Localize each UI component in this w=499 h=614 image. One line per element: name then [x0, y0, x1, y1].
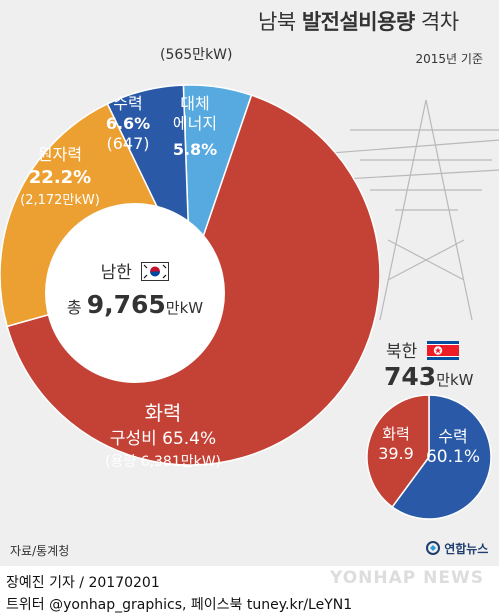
south-total-prefix: 총 — [66, 298, 87, 317]
chart-title: 남북 발전설비용량 격차 — [258, 10, 459, 34]
renewable-capacity-label: (565만kW) — [160, 47, 233, 63]
north-total-unit: 만kW — [436, 371, 474, 389]
north-korea-flag-icon — [426, 341, 459, 360]
north-name: 북한 — [386, 342, 418, 362]
south-korea-donut-chart — [0, 84, 380, 466]
brand-logo: 연합뉴스 — [426, 540, 488, 557]
hydro-label: 수력 6.6% (647) — [106, 94, 150, 154]
north-thermal-percent: 39.9 — [378, 444, 414, 463]
brand-name: 연합뉴스 — [444, 542, 489, 556]
south-name: 남한 — [100, 263, 132, 283]
nuclear-name: 원자력 — [37, 145, 83, 164]
yonhap-logo-icon — [426, 541, 440, 555]
watermark: YONHAP NEWS — [330, 568, 484, 588]
renewable-label: 대체 에너지 5.8% — [173, 94, 217, 160]
renewable-name-1: 대체 — [180, 94, 210, 113]
source-note: 자료/통계청 — [10, 544, 70, 558]
credit-line-2: 트위터 @yonhap_graphics, 페이스북 tuney.kr/LeYN… — [6, 597, 353, 613]
south-korea-flag-icon — [141, 262, 170, 281]
north-korea-pie-chart — [366, 394, 492, 520]
north-hydro-percent: 60.1% — [425, 447, 481, 467]
north-hydro-label: 수력 60.1% — [426, 427, 480, 467]
hydro-percent: 6.6% — [105, 114, 151, 133]
north-thermal-name: 화력 — [382, 425, 410, 443]
thermal-share: 구성비 65.4% — [109, 429, 217, 449]
hydro-capacity: (647) — [106, 134, 150, 153]
south-total-unit: 만kW — [165, 299, 204, 317]
north-total: 743만kW — [384, 362, 474, 391]
north-hydro-name: 수력 — [438, 427, 468, 446]
thermal-capacity: (용량 6,381만kW) — [104, 454, 222, 470]
north-total-value: 743 — [384, 362, 437, 391]
north-name-row: 북한 — [386, 337, 459, 362]
hydro-name: 수력 — [113, 94, 143, 113]
credit-line-1: 장예진 기자 / 20170201 — [6, 575, 160, 591]
nuclear-percent: 22.2% — [28, 167, 92, 188]
north-slice-thermal — [366, 394, 430, 508]
donut-hole — [45, 203, 225, 383]
renewable-name-2: 에너지 — [172, 114, 218, 133]
south-total-value: 9,765 — [86, 290, 166, 319]
thermal-name: 화력 — [144, 401, 182, 425]
south-name-row: 남한 — [0, 258, 270, 283]
north-thermal-label: 화력 39.9 — [378, 424, 414, 464]
renewable-percent: 5.8% — [172, 140, 218, 159]
thermal-label: 화력 구성비 65.4% (용량 6,381만kW) — [105, 400, 221, 472]
chart-subtitle: 2015년 기준 — [415, 52, 483, 66]
nuclear-label: 원자력 22.2% (2,172만kW) — [20, 145, 100, 211]
nuclear-capacity: (2,172만kW) — [20, 193, 100, 208]
north-slice-hydro — [391, 394, 492, 520]
south-total: 총 9,765만kW — [0, 290, 270, 319]
